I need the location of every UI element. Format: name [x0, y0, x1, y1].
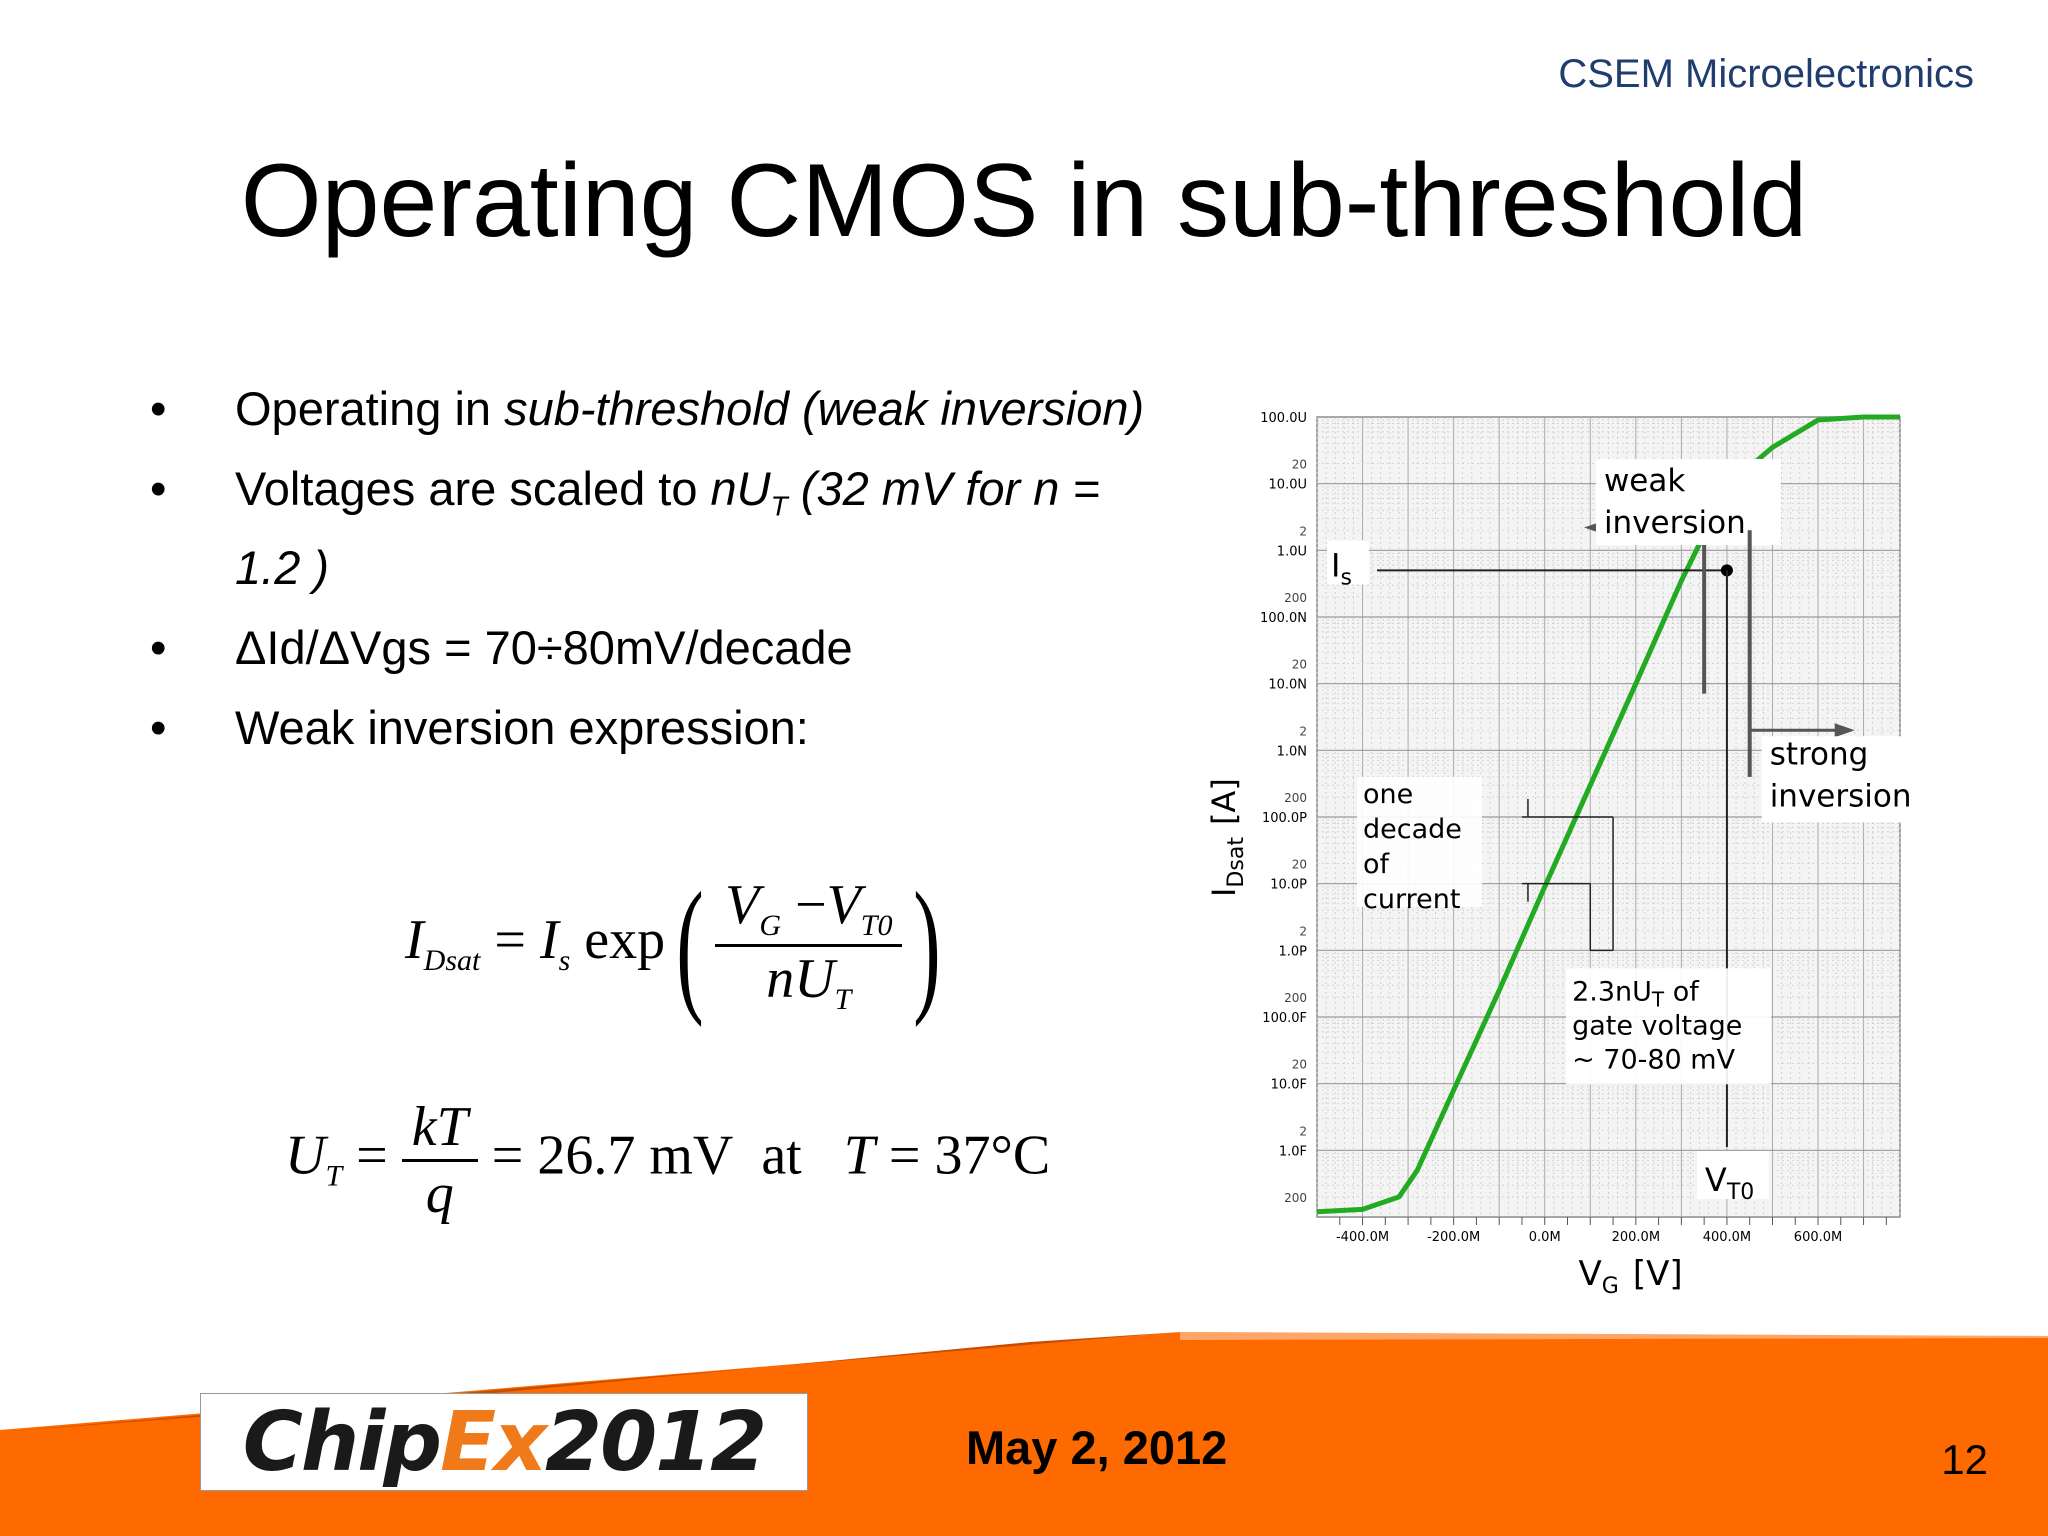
weak-inversion-label: weak — [1604, 463, 1685, 499]
id-vg-chart: 100.0U 10.0U 1.0U 100.0N 10.0N 1.0N 100.0P 10.0… — [1205, 411, 1952, 1295]
gate-voltage-label: gate voltage — [1572, 1010, 1742, 1041]
y-tick-label: 100.0P — [1262, 811, 1307, 826]
bullet-item: • Voltages are scaled to nUT (32 mV for n… — [150, 462, 1100, 595]
slide-date: May 2, 2012 — [966, 1421, 1228, 1474]
y-tick-label: 100.0F — [1262, 1011, 1307, 1026]
y-axis-label: IDsat[A] — [1205, 778, 1249, 897]
is-label-bg — [1327, 540, 1369, 585]
y-tick-label: 10.0U — [1269, 478, 1307, 493]
y-minor-label: 2 — [1299, 524, 1307, 538]
x-tick-label: 600.0M — [1794, 1230, 1842, 1245]
thermal-voltage-equation: UT = kT q = 26.7 mV at T = 37°C — [285, 1096, 1051, 1225]
y-minor-label: 20 — [1292, 858, 1307, 872]
bullet-item: • Weak inversion expression: — [150, 701, 809, 755]
y-minor-label: 20 — [1292, 658, 1307, 672]
y-tick-label: 10.0P — [1270, 878, 1307, 893]
x-tick-label: 0.0M — [1529, 1230, 1561, 1245]
y-tick-label: 1.0N — [1277, 744, 1307, 759]
strong-inversion-bg — [1761, 736, 1952, 823]
y-tick-label: 100.0U — [1260, 411, 1307, 426]
weak-inversion-label: inversion — [1604, 505, 1746, 541]
vt0-label-bg — [1696, 1151, 1769, 1199]
decade-label-bg — [1357, 777, 1482, 907]
y-minor-label: 200 — [1284, 591, 1307, 605]
strong-inversion-label: inversion — [1770, 778, 1912, 814]
decade-label: current — [1363, 884, 1460, 915]
x-axis-label: VG [V] — [1579, 1254, 1683, 1295]
arrow-head — [1834, 723, 1855, 738]
y-tick-label: 100.0N — [1260, 611, 1307, 626]
x-tick-label: -400.0M — [1336, 1230, 1389, 1245]
x-tick-label: 200.0M — [1612, 1230, 1660, 1245]
bullet-list: • Operating in sub-threshold (weak invers… — [150, 378, 1150, 777]
y-minor-label: 200 — [1284, 991, 1307, 1005]
x-tick-label: -200.0M — [1427, 1230, 1480, 1245]
decade-label: one — [1363, 779, 1413, 810]
y-minor-label: 2 — [1299, 924, 1307, 938]
y-tick-label: 1.0U — [1277, 544, 1307, 559]
y-minor-label: 20 — [1292, 1058, 1307, 1072]
gate-voltage-label: ~ 70-80 mV — [1572, 1044, 1736, 1075]
y-minor-label: 200 — [1284, 791, 1307, 805]
weak-inversion-equation: IDsat = Is exp( VG −VT0 nUT ) — [405, 862, 942, 1028]
chipex-logo: ChipEx2012 — [200, 1393, 808, 1491]
gate-label-bg — [1566, 968, 1772, 1085]
strong-inversion-label: strong — [1770, 736, 1869, 772]
y-minor-label: 20 — [1292, 458, 1307, 472]
y-minor-label: 200 — [1284, 1191, 1307, 1205]
bullet-item: • ΔId/ΔVgs = 70÷80mV/decade — [150, 621, 853, 675]
y-tick-label: 10.0N — [1268, 678, 1307, 693]
bullet-item: • Operating in sub-threshold (weak invers… — [150, 382, 1145, 435]
y-tick-label: 10.0F — [1271, 1078, 1307, 1093]
organization-label: CSEM Microelectronics — [1558, 52, 1974, 96]
gate-voltage-label: 2.3nUT of — [1572, 976, 1700, 1011]
y-minor-label: 2 — [1299, 724, 1307, 738]
id-vg-curve — [1316, 414, 1900, 1215]
slide-title: Operating CMOS in sub-threshold — [240, 143, 1808, 259]
is-point — [1720, 564, 1733, 577]
page-number: 12 — [1941, 1436, 1988, 1483]
y-tick-label: 1.0F — [1279, 1144, 1307, 1159]
y-minor-label: 2 — [1299, 1124, 1307, 1138]
x-tick-label: 400.0M — [1703, 1230, 1751, 1245]
decade-label: decade — [1363, 814, 1462, 845]
y-tick-label: 1.0P — [1278, 944, 1307, 959]
decade-label: of — [1363, 849, 1391, 880]
